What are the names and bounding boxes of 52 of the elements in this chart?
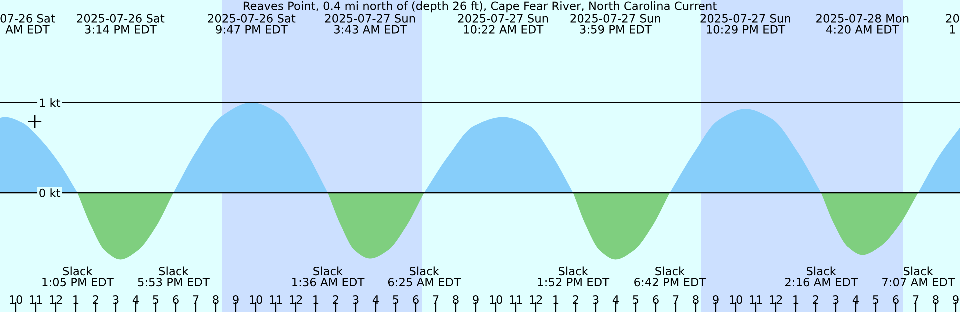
annotation: 2025-07-27 Sun 3:43 AM EDT (325, 14, 416, 34)
x-tick-label: 9 (953, 296, 959, 304)
annotation: Slack 5:53 PM EDT (138, 266, 210, 287)
annotation: Slack 7:07 AM EDT (882, 266, 956, 287)
annotation: 2025-07-26 Sat 9:47 PM EDT (208, 14, 296, 34)
x-tick-label: 4 (132, 296, 139, 304)
x-tick-label: 8 (933, 296, 939, 304)
x-tick-label: 10 (730, 296, 742, 304)
annotation: 2025-07-27 Sun 10:29 PM EDT (700, 14, 790, 34)
x-tick-label: 6 (893, 296, 899, 304)
x-tick-label: 10 (10, 296, 22, 304)
x-tick-label: 12 (50, 296, 62, 304)
x-tick-label: 6 (653, 296, 659, 304)
x-tick-label: 11 (750, 296, 762, 304)
chart-title: Reaves Point, 0.4 mi north of (depth 26 ft), Cape Fear River, North Carolina Current (244, 2, 717, 13)
x-tick-label: 6 (173, 296, 179, 304)
annotation: 2025-07-27 Sun 10:22 AM EDT (458, 14, 548, 34)
annotation: Slack 2:16 AM EDT (785, 266, 858, 287)
x-tick-label: 8 (453, 296, 459, 304)
x-tick-label: 4 (852, 296, 859, 304)
x-tick-label: 10 (490, 296, 502, 304)
x-tick-label: 6 (413, 296, 419, 304)
x-tick-label: 8 (213, 296, 219, 304)
x-tick-label: 9 (713, 296, 719, 304)
x-tick-label: 12 (290, 296, 302, 304)
y-tick-label: 1 kt (40, 98, 61, 108)
annotation: Slack 6:42 PM EDT (634, 266, 706, 287)
annotation: 07-26 Sat AM EDT (0, 14, 56, 34)
x-tick-label: 4 (612, 296, 619, 304)
annotation: 2025-07-27 Sun 3:59 PM EDT (570, 14, 660, 34)
annotation: Slack 6:25 AM EDT (388, 266, 462, 287)
x-tick-label: 11 (270, 296, 282, 304)
x-tick-label: 12 (770, 296, 782, 304)
x-tick-label: 4 (372, 296, 379, 304)
x-tick-label: 11 (30, 296, 42, 304)
annotation: Slack 1:05 PM EDT (42, 266, 114, 287)
y-tick-label: 0 kt (40, 188, 61, 198)
x-tick-label: 12 (530, 296, 542, 304)
x-tick-label: 8 (693, 296, 699, 304)
x-tick-label: 7 (913, 296, 919, 304)
annotation: Slack 1:52 PM EDT (538, 266, 610, 287)
annotation: Slack 1:36 AM EDT (292, 266, 365, 287)
x-tick-label: 9 (473, 296, 479, 304)
annotation: 20 1 (946, 14, 960, 34)
x-tick-label: 11 (510, 296, 522, 304)
x-tick-label: 7 (193, 296, 199, 304)
x-tick-label: 7 (673, 296, 679, 304)
x-tick-label: 7 (433, 296, 439, 304)
x-tick-label: 10 (250, 296, 262, 304)
annotation: 2025-07-28 Mon 4:20 AM EDT (816, 14, 909, 34)
annotation: 2025-07-26 Sat 3:14 PM EDT (77, 14, 165, 34)
x-tick-label: 9 (233, 296, 239, 304)
